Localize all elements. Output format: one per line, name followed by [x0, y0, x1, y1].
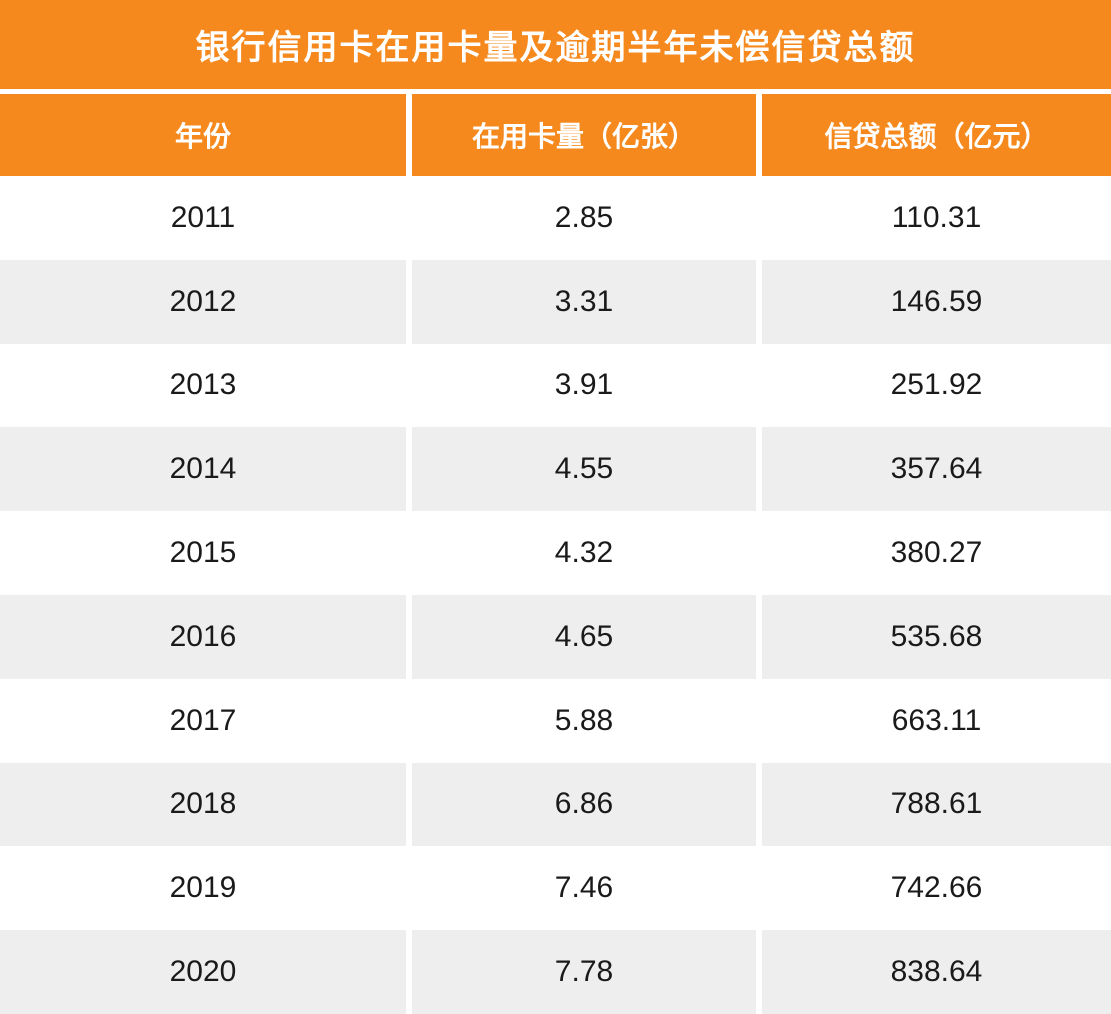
credit-total-cell: 357.64 — [762, 427, 1111, 512]
credit-total-cell: 663.11 — [762, 678, 1111, 763]
table-row: 2020 7.78 838.64 — [0, 930, 1111, 1014]
year-cell: 2015 — [0, 511, 406, 595]
cards-in-use-cell: 5.88 — [412, 678, 756, 763]
column-header-credit-total: 信贷总额（亿元） — [762, 94, 1111, 176]
table-row: 2019 7.46 742.66 — [0, 846, 1111, 931]
year-cell: 2011 — [0, 176, 406, 260]
year-cell: 2017 — [0, 678, 406, 763]
cards-in-use-cell: 4.55 — [412, 427, 756, 512]
cards-in-use-cell: 7.46 — [412, 846, 756, 931]
column-header-cards-in-use: 在用卡量（亿张） — [412, 94, 756, 176]
column-header-year: 年份 — [0, 94, 406, 176]
year-cell: 2014 — [0, 427, 406, 512]
year-cell: 2012 — [0, 259, 406, 344]
year-cell: 2019 — [0, 846, 406, 931]
table-row: 2011 2.85 110.31 — [0, 176, 1111, 260]
credit-total-cell: 838.64 — [762, 930, 1111, 1014]
credit-total-cell: 742.66 — [762, 846, 1111, 931]
cards-in-use-cell: 3.91 — [412, 343, 756, 428]
table-row: 2015 4.32 380.27 — [0, 511, 1111, 595]
table-row: 2017 5.88 663.11 — [0, 678, 1111, 763]
credit-total-cell: 380.27 — [762, 511, 1111, 595]
table-row: 2013 3.91 251.92 — [0, 343, 1111, 428]
table-body: 2011 2.85 110.31 2012 3.31 146.59 2013 3.91 251.… — [0, 176, 1111, 1014]
table-header-row: 年份 在用卡量（亿张） 信贷总额（亿元） — [0, 94, 1111, 176]
cards-in-use-cell: 2.85 — [412, 176, 756, 260]
table-row: 2014 4.55 357.64 — [0, 427, 1111, 512]
cards-in-use-cell: 4.65 — [412, 594, 756, 679]
year-cell: 2016 — [0, 594, 406, 679]
credit-total-cell: 251.92 — [762, 343, 1111, 428]
table-row: 2016 4.65 535.68 — [0, 594, 1111, 679]
table-row: 2012 3.31 146.59 — [0, 259, 1111, 344]
cards-in-use-cell: 6.86 — [412, 762, 756, 847]
cards-in-use-cell: 3.31 — [412, 259, 756, 344]
credit-total-cell: 788.61 — [762, 762, 1111, 847]
table-title: 银行信用卡在用卡量及逾期半年未偿信贷总额 — [195, 29, 916, 67]
credit-total-cell: 535.68 — [762, 594, 1111, 679]
year-cell: 2020 — [0, 930, 406, 1014]
year-cell: 2013 — [0, 343, 406, 428]
table-title-bar: 银行信用卡在用卡量及逾期半年未偿信贷总额 — [0, 0, 1111, 89]
credit-total-cell: 110.31 — [762, 176, 1111, 260]
cards-in-use-cell: 7.78 — [412, 930, 756, 1014]
cards-in-use-cell: 4.32 — [412, 511, 756, 595]
year-cell: 2018 — [0, 762, 406, 847]
credit-total-cell: 146.59 — [762, 259, 1111, 344]
table-row: 2018 6.86 788.61 — [0, 762, 1111, 847]
